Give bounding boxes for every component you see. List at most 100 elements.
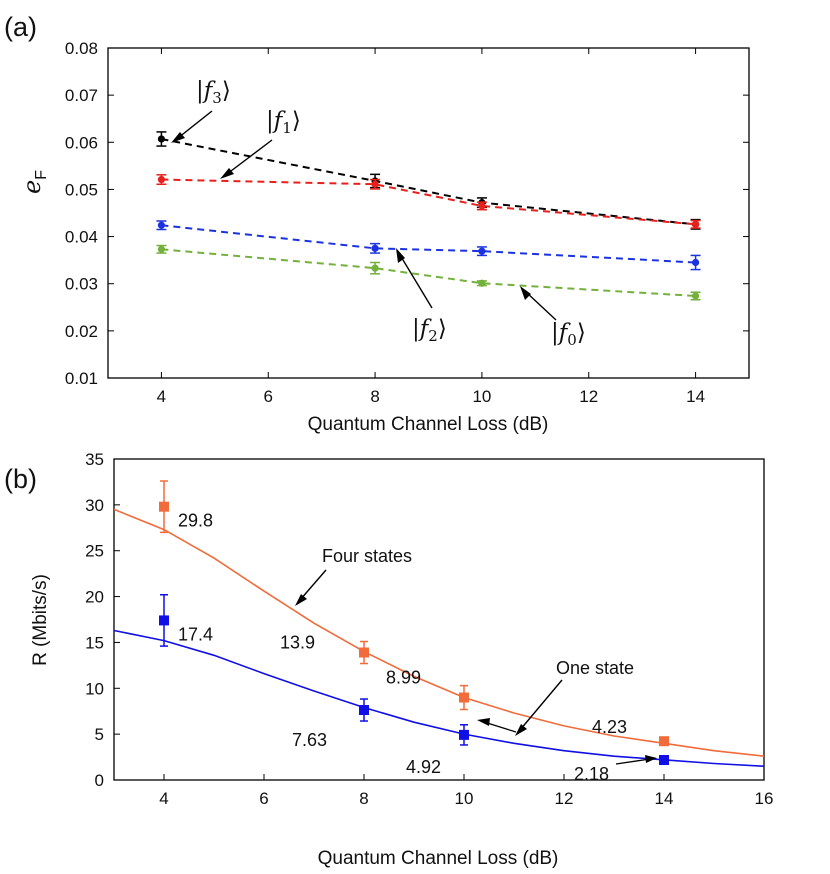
ket-f2-sub: 2: [428, 327, 438, 345]
b-fit-curve: [113, 508, 765, 757]
a-point-f1: [691, 220, 700, 228]
a-series-line-f3: [161, 138, 696, 226]
ket-f3-annotation: |f3⟩: [171, 78, 231, 143]
b-xtick-label: 4: [159, 789, 168, 808]
arrow-4-92-head: [477, 718, 490, 726]
arrow-f3: [177, 110, 213, 139]
a-point-f2: [157, 221, 166, 229]
one-state-annotation: One state: [515, 658, 634, 736]
a-point-f2: [691, 258, 700, 267]
panel-a-xlabel: Quantum Channel Loss (dB): [308, 414, 549, 435]
b-point: [359, 647, 369, 658]
arrow-four-states-head: [295, 594, 307, 606]
a-point-f3: [157, 135, 166, 143]
arrow-f0-head: [520, 286, 531, 300]
ket-f2: |f2⟩: [412, 316, 447, 345]
arrow-four-states: [299, 569, 327, 601]
panel-b-frame: [113, 458, 765, 781]
panel-b-ticks: 4 6 8 10 12 14 16 0 5 10 15 20 25 30 35: [85, 450, 773, 808]
panel-b-ylabel: R (Mbits/s): [30, 574, 51, 666]
b-point: [459, 692, 469, 703]
b-xtick-label: 6: [259, 789, 268, 808]
panel-b-label: (b): [4, 464, 37, 494]
ket-f0-sub: 0: [567, 331, 577, 349]
b-xtick-label: 14: [655, 789, 674, 808]
b-point: [659, 755, 669, 766]
b-data-label: 2.18: [574, 764, 609, 784]
b-ytick-label: 0: [95, 771, 104, 790]
b-data-label: 4.23: [592, 717, 627, 737]
b-ytick-label: 10: [85, 679, 104, 698]
arrow-one-state: [519, 679, 563, 731]
b-data-label: 4.92: [406, 757, 441, 777]
a-point-f0: [691, 292, 700, 300]
ket-f3-sub: 3: [212, 89, 222, 107]
panel-a-ylabel-sub: F: [33, 170, 50, 180]
a-point-f2: [478, 247, 486, 255]
b-ytick-label: 30: [85, 496, 104, 515]
b-xtick-label: 10: [455, 789, 474, 808]
b-point: [659, 736, 669, 747]
a-xtick-label: 10: [472, 387, 491, 406]
b-point: [159, 501, 169, 512]
arrow-f2: [399, 254, 433, 309]
panel-b-chart: 4 6 8 10 12 14 16 0 5 10 15 20 25 30 35 29.8 13.9 8.99 4.…: [30, 450, 773, 869]
arrow-2-18-head: [645, 755, 657, 763]
arrow-f1: [226, 139, 273, 175]
panel-a-ylabel: eF: [18, 170, 50, 194]
b-point: [359, 705, 369, 716]
panel-b-xlabel: Quantum Channel Loss (dB): [318, 848, 559, 869]
a-point-f1: [157, 175, 166, 184]
ket-f1-f: f: [272, 108, 286, 134]
ket-f3: |f3⟩: [196, 78, 231, 107]
b-ytick-label: 20: [85, 588, 104, 607]
a-point-f0: [157, 245, 166, 253]
a-point-f0: [478, 279, 486, 287]
arrow-f0: [525, 291, 557, 321]
four-states-label: Four states: [322, 546, 412, 566]
arrow-4-92: [483, 721, 517, 733]
b-fit-curve: [113, 629, 765, 767]
a-ytick-label: 0.03: [65, 275, 98, 294]
ket-f2-annotation: |f2⟩: [396, 248, 447, 345]
panel-b-series: 29.8 13.9 8.99 4.23 17.4 7.63 4.92 2.18: [113, 480, 765, 784]
a-ytick-label: 0.05: [65, 180, 98, 199]
b-ytick-label: 5: [95, 725, 104, 744]
a-series-line-f1: [161, 178, 696, 226]
a-xtick-label: 6: [264, 387, 273, 406]
arrow-one-state-head: [515, 724, 527, 736]
a-ytick-label: 0.06: [65, 133, 98, 152]
panel-a-label: (a): [4, 12, 37, 42]
one-state-label: One state: [556, 658, 634, 678]
a-xtick-label: 4: [157, 387, 166, 406]
b-ytick-label: 35: [85, 450, 104, 469]
a-series-line-f2: [161, 224, 696, 264]
a-series-line-f0: [161, 248, 696, 297]
b-ytick-label: 15: [85, 633, 104, 652]
b-xtick-label: 16: [755, 789, 774, 808]
ket-f3-f: f: [202, 78, 216, 104]
a-point-f2: [371, 244, 379, 252]
b-data-label: 8.99: [386, 668, 421, 688]
panel-a-ticks: 4 6 8 10 12 140.010.020.030.040.050.060.070.0…: [65, 39, 749, 406]
a-ytick-label: 0.01: [65, 369, 98, 388]
b-ytick-label: 25: [85, 542, 104, 561]
b-data-label: 29.8: [178, 511, 213, 531]
panel-a-chart: 4 6 8 10 12 140.010.020.030.040.050.060.070.0…: [18, 39, 750, 435]
b-xtick-label: 12: [555, 789, 574, 808]
a-ytick-label: 0.07: [65, 86, 98, 105]
ket-f0: |f0⟩: [551, 320, 586, 349]
a-point-f1: [478, 202, 486, 210]
b-data-label: 17.4: [178, 624, 213, 644]
a-xtick-label: 12: [579, 387, 598, 406]
b-point: [459, 729, 469, 740]
b-xtick-label: 8: [359, 789, 368, 808]
ket-f1-annotation: |f1⟩: [220, 108, 301, 179]
panel-a-series: [156, 131, 701, 301]
b-data-label: 13.9: [280, 633, 315, 653]
a-point-f0: [371, 264, 379, 272]
a-xtick-label: 14: [686, 387, 705, 406]
a-xtick-label: 8: [370, 387, 379, 406]
arrow-f1-head: [220, 168, 234, 179]
